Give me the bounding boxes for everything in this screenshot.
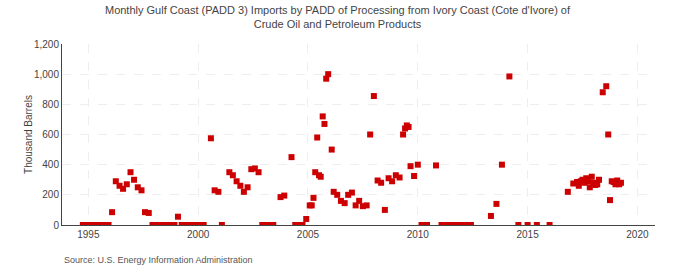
svg-text:200: 200	[42, 189, 59, 200]
svg-text:2000: 2000	[187, 229, 210, 240]
svg-text:0: 0	[53, 220, 59, 231]
svg-text:600: 600	[42, 129, 59, 140]
svg-text:Thousand Barrels: Thousand Barrels	[23, 95, 34, 174]
svg-text:2015: 2015	[516, 229, 539, 240]
svg-text:1,200: 1,200	[34, 39, 59, 50]
svg-text:400: 400	[42, 159, 59, 170]
svg-text:800: 800	[42, 99, 59, 110]
svg-text:Monthly Gulf Coast (PADD 3) Im: Monthly Gulf Coast (PADD 3) Imports by P…	[105, 4, 571, 30]
svg-text:1,000: 1,000	[34, 69, 59, 80]
svg-text:Source: U.S. Energy Informatio: Source: U.S. Energy Information Administ…	[64, 255, 253, 265]
svg-text:1995: 1995	[77, 229, 100, 240]
svg-text:2010: 2010	[407, 229, 430, 240]
svg-text:2020: 2020	[626, 229, 649, 240]
svg-text:2005: 2005	[297, 229, 320, 240]
